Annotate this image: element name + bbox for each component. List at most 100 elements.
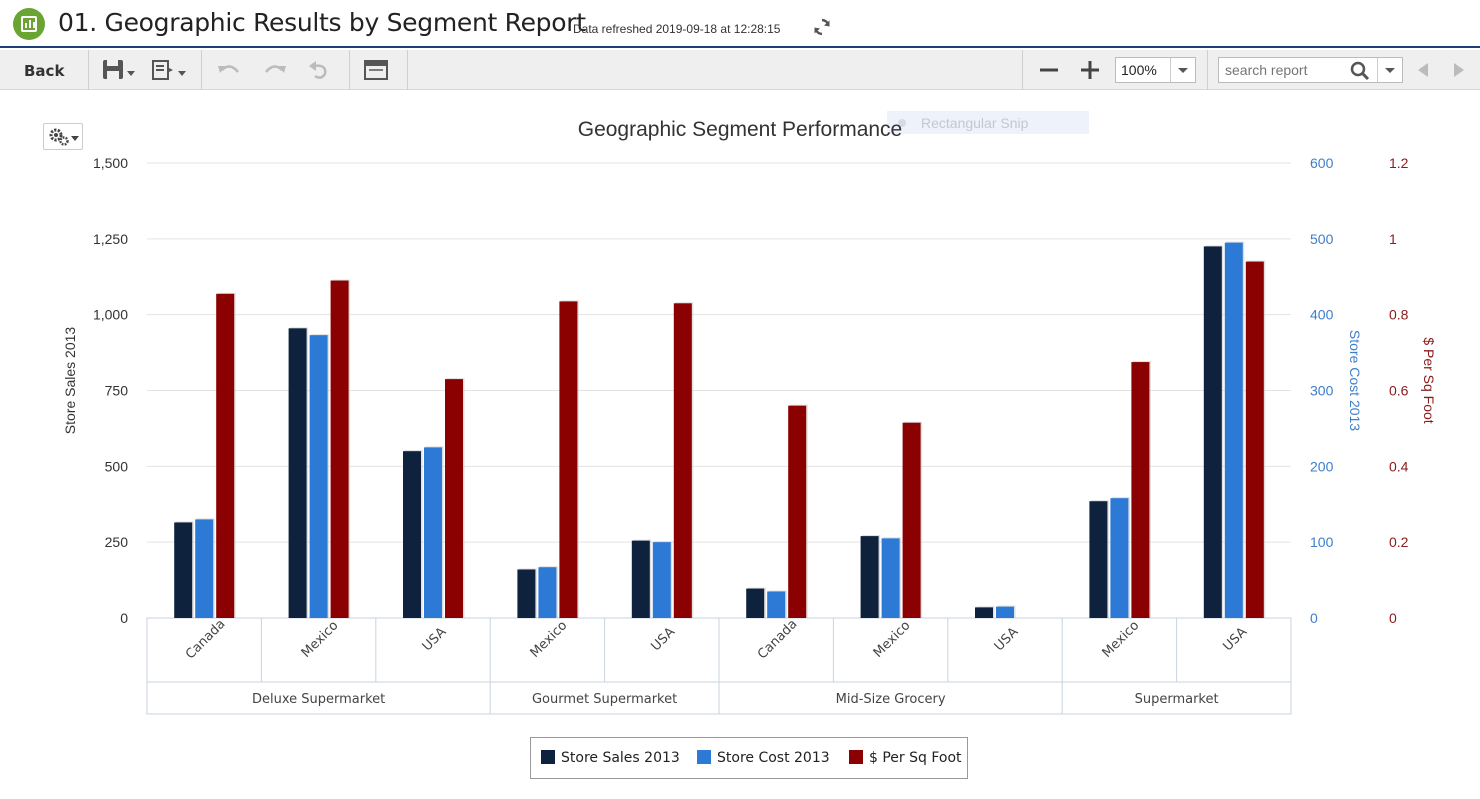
x-category-label: USA [992, 625, 1022, 655]
chevron-down-icon[interactable] [1377, 58, 1402, 82]
bar [1245, 261, 1264, 618]
data-refreshed-text: Data refreshed 2019-09-18 at 12:28:15 [573, 22, 781, 36]
zoom-in-icon[interactable] [1072, 58, 1108, 82]
report-header: 01. Geographic Results by Segment Report… [0, 0, 1480, 48]
bar [788, 405, 807, 618]
undo-icon[interactable] [212, 58, 248, 82]
y-right1-tick-label: 400 [1310, 307, 1334, 323]
chart-legend: Store Sales 2013 Store Cost 2013 $ Per S… [530, 737, 968, 779]
zoom-value: 100% [1121, 62, 1157, 78]
chart-title: Geographic Segment Performance [577, 118, 903, 141]
back-button[interactable]: Back [24, 62, 65, 80]
x-group-label: Gourmet Supermarket [532, 692, 677, 707]
toolbar-divider [88, 50, 89, 90]
y-left-tick-label: 250 [105, 534, 129, 550]
legend-label: Store Sales 2013 [561, 750, 680, 766]
export-icon[interactable] [150, 58, 186, 82]
legend-item-store-sales[interactable]: Store Sales 2013 [541, 750, 680, 766]
x-group-label: Supermarket [1135, 692, 1219, 707]
legend-item-per-sq-foot[interactable]: $ Per Sq Foot [849, 750, 962, 766]
bar [1224, 242, 1243, 618]
y-right1-tick-label: 200 [1310, 458, 1334, 474]
legend-item-store-cost[interactable]: Store Cost 2013 [697, 750, 830, 766]
y-right2-axis-label: $ Per Sq Foot [1421, 337, 1437, 423]
bar [631, 540, 650, 618]
y-right1-tick-label: 500 [1310, 231, 1334, 247]
bar [1110, 498, 1129, 618]
x-category-label: USA [1221, 625, 1251, 655]
bar [902, 422, 921, 618]
bar [652, 542, 671, 618]
zoom-select[interactable]: 100% [1115, 57, 1196, 83]
y-right2-tick-label: 0 [1389, 610, 1397, 626]
previous-icon[interactable] [1404, 58, 1440, 82]
bar [881, 538, 900, 618]
snip-label: Rectangular Snip [921, 115, 1029, 131]
y-left-tick-label: 1,250 [93, 231, 128, 247]
bar [1131, 362, 1150, 618]
y-right2-tick-label: 0.6 [1389, 383, 1409, 399]
y-left-tick-label: 1,000 [93, 307, 128, 323]
toolbar-divider [349, 50, 350, 90]
bar [309, 335, 328, 618]
bar [767, 591, 786, 618]
y-right1-axis-label: Store Cost 2013 [1347, 330, 1363, 431]
y-right2-tick-label: 0.8 [1389, 307, 1409, 323]
bar [975, 607, 993, 618]
y-right1-tick-label: 100 [1310, 534, 1334, 550]
bar [559, 301, 578, 618]
y-right2-tick-label: 0.4 [1389, 458, 1409, 474]
y-right1-tick-label: 300 [1310, 383, 1334, 399]
bar [403, 451, 421, 618]
refresh-icon[interactable] [812, 17, 832, 37]
bar [174, 522, 193, 618]
legend-label: $ Per Sq Foot [869, 750, 962, 766]
save-icon[interactable] [100, 58, 136, 82]
toolbar-divider [1022, 50, 1023, 90]
y-right2-tick-label: 1.2 [1389, 155, 1409, 171]
x-group-label: Mid-Size Grocery [836, 692, 946, 707]
next-icon[interactable] [1442, 58, 1478, 82]
search-input[interactable] [1223, 61, 1352, 79]
page-view-icon[interactable] [358, 58, 394, 82]
y-right1-tick-label: 0 [1310, 610, 1318, 626]
legend-swatch [697, 750, 711, 764]
bar [996, 606, 1014, 618]
toolbar-divider [1207, 50, 1208, 90]
bar [746, 588, 765, 618]
x-category-label: Mexico [528, 618, 571, 661]
x-category-label: Canada [183, 617, 229, 663]
legend-swatch [541, 750, 555, 764]
zoom-out-icon[interactable] [1031, 58, 1067, 82]
bar [216, 293, 235, 618]
y-right2-tick-label: 0.2 [1389, 534, 1409, 550]
y-left-tick-label: 500 [105, 458, 129, 474]
x-category-label: USA [649, 625, 679, 655]
toolbar-divider [201, 50, 202, 90]
bar [424, 447, 442, 618]
redo-icon[interactable] [256, 58, 292, 82]
snip-icon [898, 119, 906, 127]
x-category-label: Mexico [299, 618, 342, 661]
y-left-tick-label: 750 [105, 383, 129, 399]
gear-icon [49, 128, 79, 146]
y-left-tick-label: 1,500 [93, 155, 128, 171]
search-icon[interactable] [1349, 60, 1371, 82]
x-category-label: USA [420, 625, 450, 655]
y-right2-tick-label: 1 [1389, 231, 1397, 247]
y-left-axis-label: Store Sales 2013 [62, 327, 78, 435]
chevron-down-icon[interactable] [1170, 58, 1195, 82]
x-group-label: Deluxe Supermarket [252, 692, 385, 707]
page-title: 01. Geographic Results by Segment Report [58, 8, 586, 37]
bar [673, 303, 692, 618]
y-left-tick-label: 0 [120, 610, 128, 626]
legend-swatch [849, 750, 863, 764]
report-app-icon [13, 8, 45, 40]
x-category-label: Mexico [871, 618, 914, 661]
chart-options-button[interactable] [43, 123, 83, 150]
revert-icon[interactable] [301, 58, 337, 82]
bar [445, 379, 463, 618]
search-report-box[interactable] [1218, 57, 1403, 83]
x-category-label: Mexico [1100, 618, 1143, 661]
